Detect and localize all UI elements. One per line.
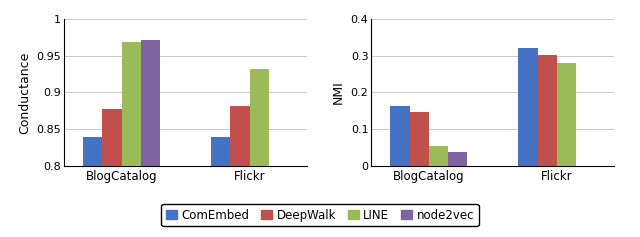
- Bar: [141, 40, 160, 237]
- Bar: [448, 152, 467, 166]
- Bar: [230, 106, 250, 237]
- Y-axis label: NMI: NMI: [332, 81, 345, 104]
- Y-axis label: Conductance: Conductance: [18, 51, 31, 134]
- Bar: [122, 42, 141, 237]
- Bar: [211, 137, 230, 237]
- Legend: ComEmbed, DeepWalk, LINE, node2vec: ComEmbed, DeepWalk, LINE, node2vec: [161, 204, 479, 226]
- Bar: [429, 146, 448, 166]
- Bar: [518, 48, 538, 166]
- Bar: [102, 109, 122, 237]
- Bar: [83, 137, 102, 237]
- Bar: [557, 63, 576, 166]
- Bar: [250, 69, 269, 237]
- Bar: [390, 106, 410, 166]
- Bar: [410, 112, 429, 166]
- Bar: [538, 55, 557, 166]
